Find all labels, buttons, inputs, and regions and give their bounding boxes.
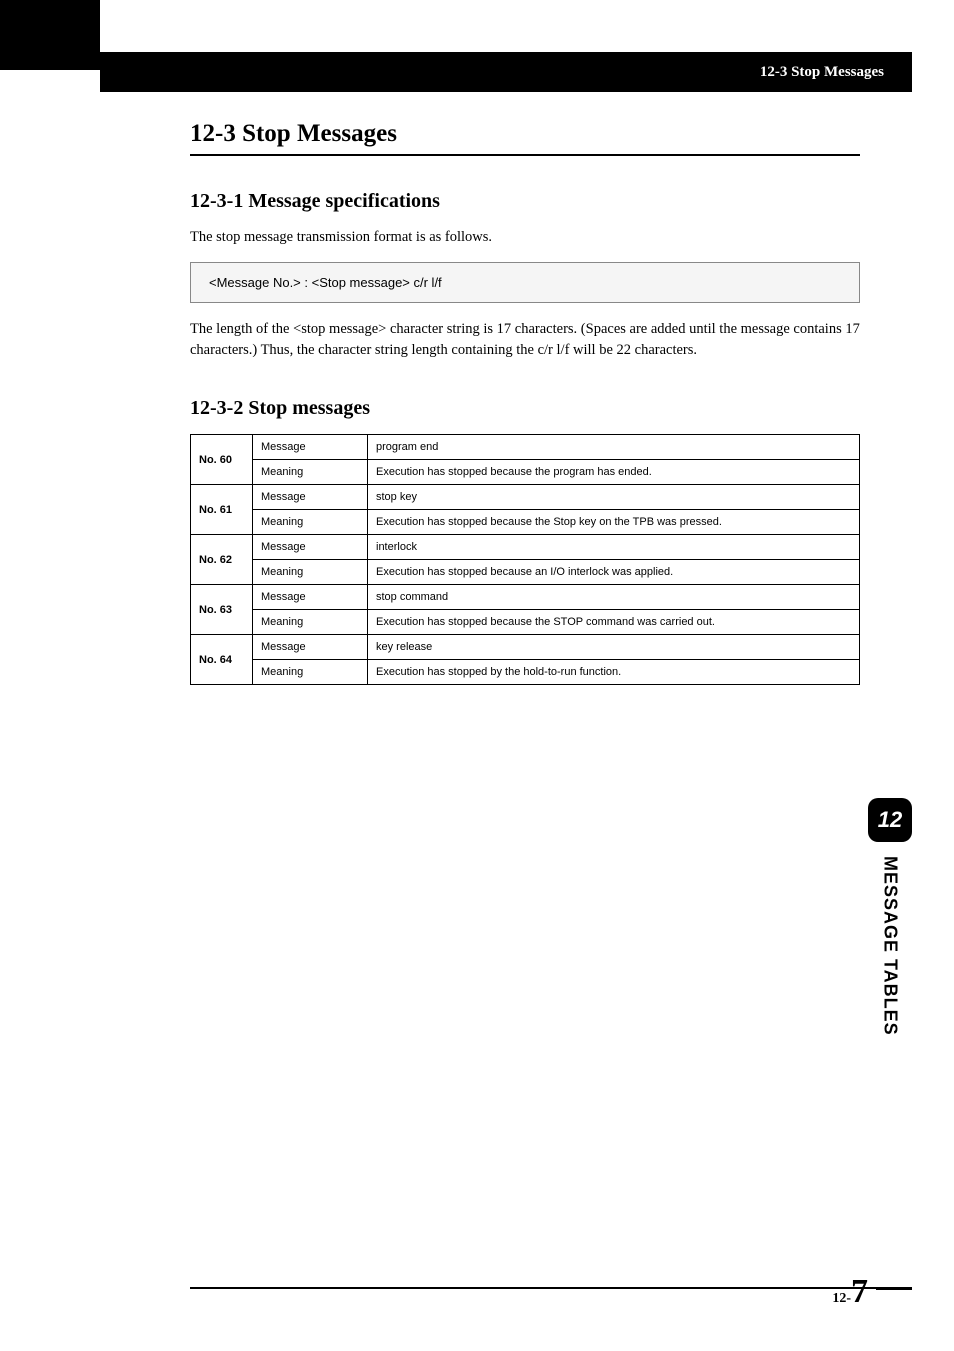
label-cell: Message (253, 485, 368, 510)
label-cell: Meaning (253, 610, 368, 635)
message-cell: stop key (368, 485, 860, 510)
table-row: No. 62 Message interlock (191, 535, 860, 560)
label-cell: Message (253, 635, 368, 660)
content-area: 12-3 Stop Messages 12-3-1 Message specif… (190, 120, 860, 685)
subsection-1-intro: The stop message transmission format is … (190, 227, 860, 248)
message-cell: interlock (368, 535, 860, 560)
subsection-2: 12-3-2 Stop messages No. 60 Message prog… (190, 397, 860, 685)
page-corner-tab (0, 0, 100, 70)
no-cell: No. 64 (191, 635, 253, 685)
no-cell: No. 61 (191, 485, 253, 535)
section-title: 12-3 Stop Messages (190, 120, 860, 156)
header-bar: 12-3 Stop Messages (100, 52, 912, 92)
table-row: No. 63 Message stop command (191, 585, 860, 610)
format-box: <Message No.> : <Stop message> c/r l/f (190, 262, 860, 303)
table-row: Meaning Execution has stopped because th… (191, 610, 860, 635)
side-tab-label: MESSAGE TABLES (880, 856, 901, 1036)
subsection-1-desc: The length of the <stop message> charact… (190, 319, 860, 361)
table-row: No. 61 Message stop key (191, 485, 860, 510)
side-tab: 12 MESSAGE TABLES (868, 798, 912, 1036)
footer-page: 7 (851, 1273, 868, 1311)
no-cell: No. 62 (191, 535, 253, 585)
side-tab-number: 12 (868, 798, 912, 842)
table-row: Meaning Execution has stopped because th… (191, 510, 860, 535)
footer-page-number: 12- 7 (832, 1273, 912, 1311)
meaning-cell: Execution has stopped because an I/O int… (368, 560, 860, 585)
meaning-cell: Execution has stopped because the progra… (368, 460, 860, 485)
table-row: Meaning Execution has stopped by the hol… (191, 660, 860, 685)
footer-rule (190, 1287, 912, 1289)
label-cell: Message (253, 435, 368, 460)
footer-dash (876, 1287, 912, 1290)
meaning-cell: Execution has stopped because the STOP c… (368, 610, 860, 635)
table-row: Meaning Execution has stopped because th… (191, 460, 860, 485)
footer-prefix: 12- (832, 1291, 851, 1307)
meaning-cell: Execution has stopped because the Stop k… (368, 510, 860, 535)
label-cell: Meaning (253, 660, 368, 685)
label-cell: Meaning (253, 460, 368, 485)
table-row: No. 64 Message key release (191, 635, 860, 660)
no-cell: No. 60 (191, 435, 253, 485)
no-cell: No. 63 (191, 585, 253, 635)
label-cell: Meaning (253, 560, 368, 585)
message-cell: program end (368, 435, 860, 460)
header-breadcrumb: 12-3 Stop Messages (760, 64, 884, 81)
subsection-1-title: 12-3-1 Message specifications (190, 190, 860, 213)
table-row: No. 60 Message program end (191, 435, 860, 460)
stop-messages-table: No. 60 Message program end Meaning Execu… (190, 434, 860, 685)
label-cell: Meaning (253, 510, 368, 535)
message-cell: key release (368, 635, 860, 660)
subsection-2-title: 12-3-2 Stop messages (190, 397, 860, 420)
label-cell: Message (253, 535, 368, 560)
table-row: Meaning Execution has stopped because an… (191, 560, 860, 585)
message-cell: stop command (368, 585, 860, 610)
label-cell: Message (253, 585, 368, 610)
meaning-cell: Execution has stopped by the hold-to-run… (368, 660, 860, 685)
